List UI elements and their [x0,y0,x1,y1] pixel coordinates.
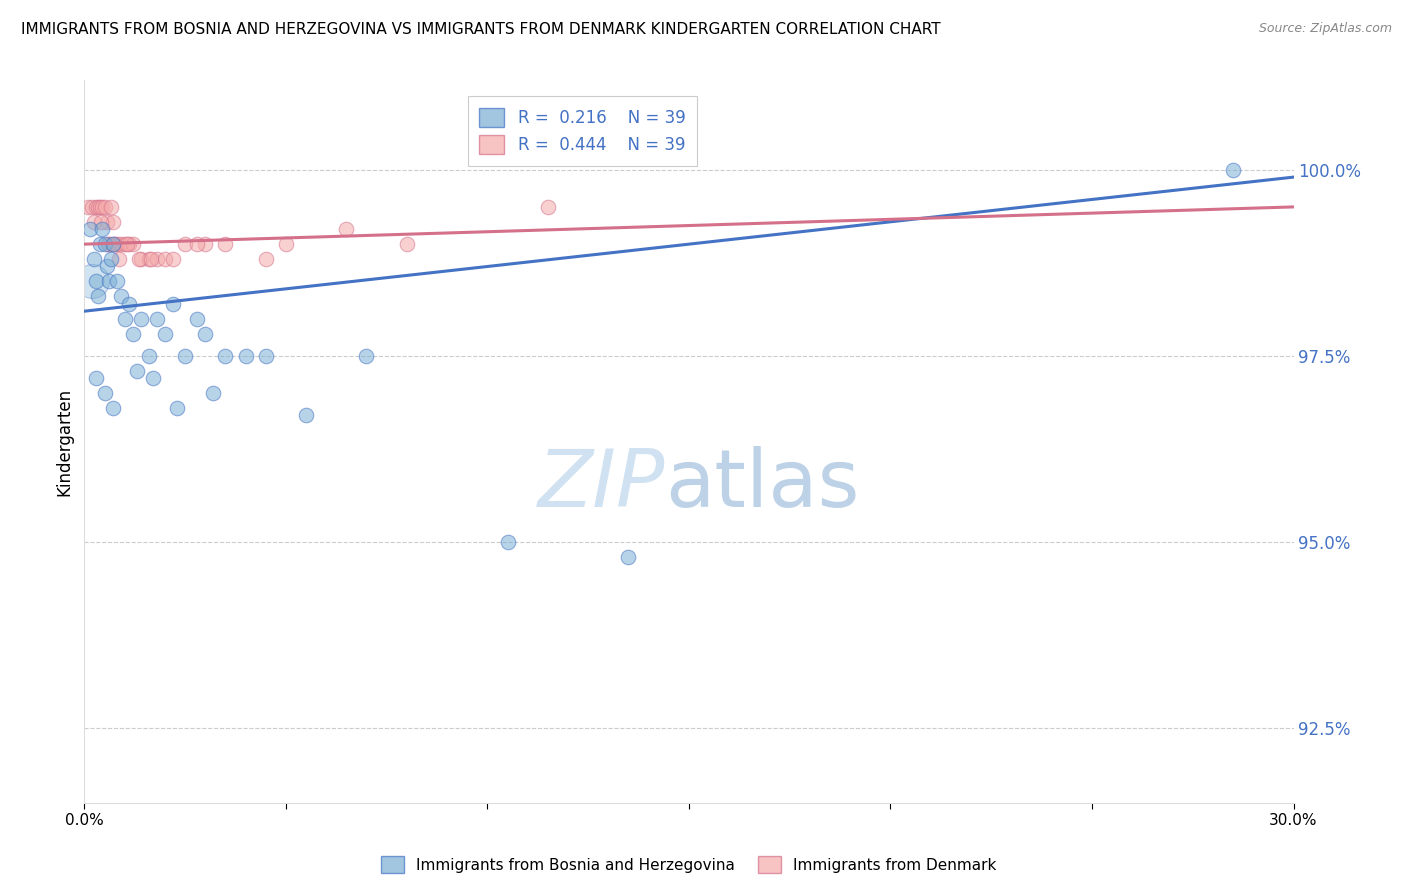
Point [617,549,640,564]
Point [146,311,169,326]
Point [274,237,297,252]
Y-axis label: Kindergarten: Kindergarten [55,387,73,496]
Point [114,237,136,252]
Point [121,237,143,252]
Point [100,200,122,214]
Point [91,200,114,214]
Point [121,326,143,341]
Point [194,237,217,252]
Point [86,371,108,385]
Point [93,237,115,252]
Point [101,401,124,415]
Point [114,311,136,326]
Point [93,200,115,214]
Point [79,222,101,236]
Point [537,200,560,214]
Point [82,200,104,214]
Point [194,326,217,341]
Point [101,215,124,229]
Point [356,349,378,363]
Point [101,237,124,252]
Point [166,401,188,415]
Point [214,237,236,252]
Point [110,237,132,252]
Point [186,311,208,326]
Point [138,252,160,266]
Point [139,252,162,266]
Point [80,274,103,288]
Text: IMMIGRANTS FROM BOSNIA AND HERZEGOVINA VS IMMIGRANTS FROM DENMARK KINDERGARTEN C: IMMIGRANTS FROM BOSNIA AND HERZEGOVINA V… [21,22,941,37]
Point [105,274,128,288]
Point [96,215,118,229]
Point [115,237,138,252]
Point [77,200,100,214]
Point [186,237,208,252]
Point [162,252,184,266]
Legend: Immigrants from Bosnia and Herzegovina, Immigrants from Denmark: Immigrants from Bosnia and Herzegovina, … [375,850,1002,879]
Point [162,297,184,311]
Point [87,200,110,214]
Point [103,237,125,252]
Point [118,297,141,311]
Point [142,371,165,385]
Point [174,237,197,252]
Point [138,349,160,363]
Point [89,237,111,252]
Point [89,200,111,214]
Point [97,274,120,288]
Point [335,222,357,236]
Point [496,535,519,549]
Point [235,349,257,363]
Point [97,237,120,252]
Point [104,237,127,252]
Point [295,409,318,423]
Point [105,237,128,252]
Text: atlas: atlas [665,446,859,524]
Point [118,237,141,252]
Point [128,252,150,266]
Point [83,252,105,266]
Point [96,260,118,274]
Point [146,252,169,266]
Point [174,349,197,363]
Point [395,237,418,252]
Point [86,274,108,288]
Point [90,215,112,229]
Point [97,237,120,252]
Point [107,252,129,266]
Point [125,364,148,378]
Point [202,386,225,401]
Text: Source: ZipAtlas.com: Source: ZipAtlas.com [1258,22,1392,36]
Point [91,222,114,236]
Point [254,252,277,266]
Point [110,289,132,303]
Point [254,349,277,363]
Point [153,326,176,341]
Point [86,200,108,214]
Point [129,311,152,326]
Point [129,252,152,266]
Point [87,289,110,303]
Point [153,252,176,266]
Point [83,215,105,229]
Point [100,252,122,266]
Point [214,349,236,363]
Text: ZIP: ZIP [537,446,665,524]
Point [93,386,115,401]
Point [1222,162,1244,177]
